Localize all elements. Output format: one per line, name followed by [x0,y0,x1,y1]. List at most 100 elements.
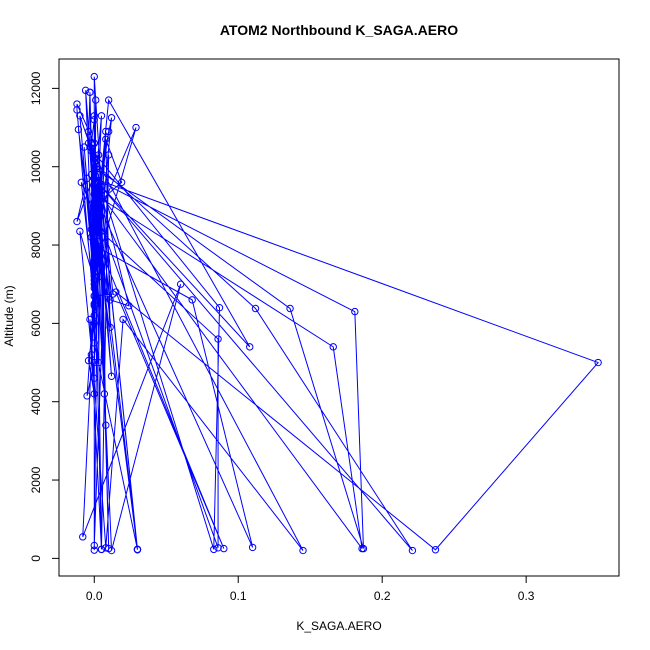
data-point [92,96,100,104]
y-axis: 0 2000 4000 6000 8000 10000 12000 [29,71,60,562]
data-point [90,241,98,249]
x-tick-label: 0.1 [230,589,247,603]
data-point [90,268,98,277]
data-point [220,544,228,553]
data-point [83,174,91,183]
data-point [76,227,84,236]
data-point [97,545,106,554]
data-point [96,186,104,194]
data-point [90,257,98,265]
data-point [77,178,86,187]
data-point [90,292,98,300]
data-point [106,296,114,304]
data-point [73,100,81,108]
data-point [90,206,98,214]
data-point [90,155,98,163]
data-point [90,260,98,269]
data-point [94,151,103,159]
x-axis: 0.0 0.1 0.2 0.3 [86,575,535,603]
data-point [215,304,224,312]
data-point [97,194,106,202]
y-tick-label: 0 [29,555,43,562]
data-point [90,139,98,147]
data-point [107,372,116,380]
data-point [246,343,254,351]
data-point [86,315,94,324]
data-point [351,307,359,316]
data-point [83,392,91,400]
y-tick-label: 12000 [29,71,43,105]
data-point [90,182,98,190]
x-tick-label: 0.2 [374,589,391,603]
x-tick-label: 0.0 [86,589,103,603]
data-point [87,233,96,241]
data-point [329,343,337,351]
data-point [119,315,127,324]
data-point [90,300,98,308]
data-point [106,323,114,331]
data-point [90,284,98,292]
data-point [93,194,101,202]
data-point [74,125,83,134]
data-point [84,127,93,136]
y-tick-label: 8000 [29,231,43,258]
x-axis-label: K_SAGA.AERO [296,619,381,633]
chart-title: ATOM2 Northbound K_SAGA.AERO [220,22,458,38]
data-point [90,116,98,124]
data-point [102,421,110,429]
data-point [248,543,257,552]
data-point [84,139,93,147]
data-point [90,541,98,550]
data-point [102,127,110,136]
data-point [214,335,222,343]
data-point [107,114,116,122]
data-point [84,356,93,365]
data-point [104,96,113,104]
data-point [90,276,98,284]
data-point [87,139,96,147]
data-point [594,358,602,367]
data-point [79,533,87,541]
data-point [94,170,103,179]
data-point [73,106,81,114]
data-point [431,546,440,554]
data-point [188,296,196,304]
data-point [89,141,97,149]
data-point [408,546,417,555]
data-point [286,304,294,313]
data-point [90,546,98,554]
data-point [90,339,98,347]
data-series [73,72,602,555]
data-point [94,358,103,367]
data-point [132,123,140,132]
data-point [90,163,98,171]
data-point [90,210,98,218]
data-point [117,178,126,187]
data-point [87,351,96,359]
data-point [81,86,90,95]
data-point [104,151,113,159]
y-tick-label: 4000 [29,388,43,415]
data-point [358,544,366,553]
data-point [76,112,84,120]
data-point [90,302,98,310]
y-tick-label: 2000 [29,466,43,493]
data-point [90,374,98,382]
data-point [97,249,106,257]
data-point [90,390,98,398]
data-point [102,135,110,143]
data-point [80,143,88,151]
data-point [90,280,98,288]
data-point [210,545,218,554]
data-point [107,546,116,555]
data-point [125,302,133,310]
data-point [97,112,106,120]
y-tick-label: 10000 [29,150,43,184]
data-point [90,72,98,81]
data-point [251,304,260,313]
data-point [109,290,117,298]
data-point [87,225,96,234]
data-point [97,182,106,190]
data-point [299,546,307,555]
data-point [90,311,98,320]
